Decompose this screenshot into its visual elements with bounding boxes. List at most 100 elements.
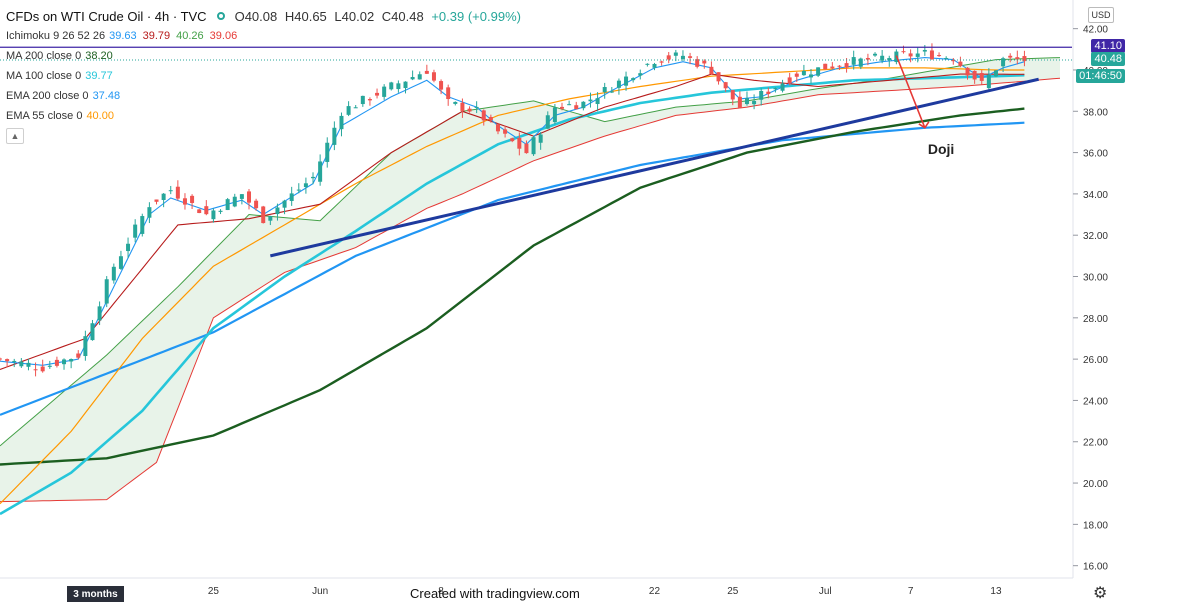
candle-body bbox=[332, 127, 337, 145]
y-tick-label: 24.00 bbox=[1083, 396, 1108, 407]
candle-body bbox=[609, 91, 614, 93]
y-tick-label: 26.00 bbox=[1083, 355, 1108, 366]
candle-body bbox=[40, 366, 45, 372]
kijun-line bbox=[0, 73, 1025, 371]
trendline[interactable] bbox=[269, 77, 1039, 258]
candle-body bbox=[353, 107, 358, 109]
candle-body bbox=[111, 266, 116, 281]
candle-body bbox=[680, 55, 685, 60]
change-value: +0.39 (+0.99%) bbox=[431, 8, 521, 24]
indicator-row[interactable]: MA 100 close 0 39.77 bbox=[6, 66, 525, 86]
x-tick-label: 13 bbox=[990, 586, 1002, 597]
candle-body bbox=[937, 55, 942, 57]
indicator-row[interactable]: MA 200 close 0 38.20 bbox=[6, 46, 525, 66]
indicator-value: 40.00 bbox=[86, 110, 114, 122]
candle-body bbox=[552, 107, 557, 123]
candle-body bbox=[396, 83, 401, 90]
candle-body bbox=[204, 206, 209, 215]
candle-body bbox=[175, 186, 180, 199]
candle-body bbox=[716, 72, 721, 82]
candle-body bbox=[944, 57, 949, 59]
market-status-icon bbox=[216, 12, 225, 20]
y-tick-label: 38.00 bbox=[1083, 107, 1108, 118]
candle-body bbox=[595, 98, 600, 105]
candle-body bbox=[545, 115, 550, 129]
indicator-row[interactable]: EMA 200 close 0 37.48 bbox=[6, 86, 525, 106]
candle-body bbox=[232, 196, 237, 207]
drawing-overlays: Doji bbox=[0, 46, 1072, 258]
candle-body bbox=[339, 115, 344, 130]
indicator-row[interactable]: Ichimoku 9 26 52 26 39.63 39.79 40.26 39.06 bbox=[6, 26, 525, 46]
candle-body bbox=[631, 78, 636, 81]
candle-body bbox=[865, 57, 870, 60]
candle-body bbox=[624, 76, 629, 86]
candle-body bbox=[118, 256, 123, 269]
candle-body bbox=[254, 200, 259, 209]
symbol-row[interactable]: CFDs on WTI Crude Oil · 4h · TVC O40.08 … bbox=[6, 6, 525, 26]
candle-body bbox=[83, 336, 88, 357]
candle-body bbox=[467, 108, 472, 112]
indicator-label: Ichimoku 9 26 52 26 bbox=[6, 30, 106, 42]
candle-body bbox=[481, 110, 486, 121]
indicator-label: MA 100 close 0 bbox=[6, 70, 82, 82]
candle-body bbox=[965, 67, 970, 76]
candle-body bbox=[709, 66, 714, 75]
candle-body bbox=[104, 279, 109, 304]
candle-body bbox=[1008, 55, 1013, 58]
y-tick-label: 32.00 bbox=[1083, 231, 1108, 242]
candle-body bbox=[33, 369, 38, 371]
candle-body bbox=[218, 210, 223, 212]
candle-body bbox=[666, 55, 671, 60]
candle-body bbox=[488, 117, 493, 121]
time-axis[interactable]: 25 Jun 8 22 25 Jul 7 13 bbox=[208, 586, 1002, 597]
candle-body bbox=[76, 353, 81, 358]
candle-body bbox=[737, 96, 742, 108]
gear-icon[interactable]: ⚙ bbox=[1093, 585, 1108, 602]
price-axis-label: 01:46:50 bbox=[1076, 69, 1125, 84]
candle-body bbox=[986, 74, 991, 89]
candle-body bbox=[26, 362, 31, 367]
span_b-line bbox=[0, 77, 1061, 503]
candle-body bbox=[19, 361, 24, 367]
period-tab-3-months[interactable]: 3 months bbox=[67, 586, 124, 602]
candle-body bbox=[389, 82, 394, 90]
indicator-label: EMA 200 close 0 bbox=[6, 90, 89, 102]
candle-body bbox=[446, 87, 451, 100]
y-tick-label: 36.00 bbox=[1083, 149, 1108, 160]
candle-body bbox=[239, 194, 244, 199]
candle-body bbox=[531, 137, 536, 155]
candle-body bbox=[246, 191, 251, 203]
indicator-value: 37.48 bbox=[92, 90, 121, 102]
candle-body bbox=[922, 49, 927, 52]
candle-body bbox=[524, 143, 529, 154]
candle-body bbox=[780, 83, 785, 91]
candle-body bbox=[126, 243, 131, 252]
candle-body bbox=[133, 224, 138, 238]
collapse-legend-button[interactable]: ▲ bbox=[6, 128, 24, 144]
y-tick-label: 20.00 bbox=[1083, 479, 1108, 490]
candle-body bbox=[54, 359, 59, 366]
candle-body bbox=[929, 50, 934, 60]
currency-badge[interactable]: USD bbox=[1088, 7, 1114, 23]
candle-body bbox=[588, 99, 593, 102]
open-value: O40.08 bbox=[234, 8, 278, 24]
doji-label: Doji bbox=[928, 141, 954, 157]
indicator-row[interactable]: EMA 55 close 0 40.00 bbox=[6, 106, 525, 126]
candle-body bbox=[154, 199, 159, 202]
candle-body bbox=[47, 365, 52, 367]
candle-body bbox=[652, 63, 657, 68]
indicator-value: 39.77 bbox=[85, 70, 113, 82]
arrow-line bbox=[895, 55, 926, 129]
symbol-title[interactable]: CFDs on WTI Crude Oil · 4h · TVC bbox=[6, 8, 207, 24]
candle-body bbox=[140, 216, 145, 234]
candle-body bbox=[638, 73, 643, 76]
candles bbox=[0, 43, 1027, 377]
price-axis[interactable]: 16.00 18.00 20.00 22.00 24.00 26.00 28.00 30.00… bbox=[1073, 25, 1108, 573]
x-tick-label: 8 bbox=[438, 586, 444, 597]
candle-body bbox=[645, 63, 650, 65]
y-tick-label: 28.00 bbox=[1083, 314, 1108, 325]
candle-body bbox=[830, 66, 835, 69]
candle-body bbox=[567, 104, 572, 106]
candle-body bbox=[851, 57, 856, 65]
